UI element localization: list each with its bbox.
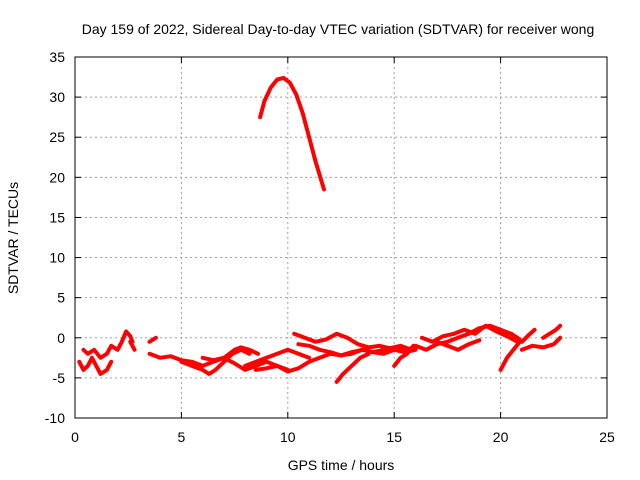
series-line-seg-2 [81, 329, 135, 360]
x-tick-label: 15 [386, 429, 402, 445]
x-axis-label: GPS time / hours [288, 457, 395, 473]
x-tick-label: 20 [493, 429, 509, 445]
series-line-seg-11 [296, 342, 418, 358]
series-line-seg-14 [413, 323, 514, 352]
series-line-seg-12 [334, 351, 371, 384]
y-tick-label: -10 [45, 410, 65, 426]
y-tick-label: -5 [53, 370, 66, 386]
series-line-seg-8 [243, 347, 312, 368]
grid [75, 57, 607, 418]
series-line-high-arc [258, 75, 326, 192]
data-series [77, 75, 563, 384]
series-line-seg-7 [200, 345, 260, 363]
series-line-seg-17 [498, 339, 522, 372]
x-tick-label: 0 [71, 429, 79, 445]
series-line-seg-13 [392, 343, 416, 368]
x-tick-label: 10 [280, 429, 296, 445]
series-line-seg-10 [292, 331, 414, 352]
y-tick-label: 25 [49, 129, 65, 145]
y-tick-label: 20 [49, 169, 65, 185]
axis-ticks: -10 -5 0 5 10 15 20 25 30 35 0 5 10 15 20 25 [45, 49, 615, 445]
y-tick-label: 5 [57, 290, 65, 306]
chart-title: Day 159 of 2022, Sidereal Day-to-day VTE… [82, 21, 595, 37]
y-tick-label: 0 [57, 330, 65, 346]
series-line-seg-1 [77, 355, 114, 376]
y-axis-label: SDTVAR / TECUs [5, 182, 21, 294]
series-line-seg-20 [541, 323, 563, 340]
series-line-seg-6 [179, 347, 252, 376]
plot-frame [74, 56, 608, 419]
y-tick-label: 35 [49, 49, 65, 65]
series-line-seg-19 [519, 335, 563, 352]
series-line-seg-16 [434, 338, 482, 352]
y-tick-label: 15 [49, 209, 65, 225]
y-tick-label: 30 [49, 89, 65, 105]
series-line-seg-15 [419, 323, 520, 344]
series-line-seg-18 [509, 327, 537, 344]
y-tick-label: 10 [49, 250, 65, 266]
x-tick-label: 25 [599, 429, 615, 445]
x-tick-label: 5 [178, 429, 186, 445]
series-line-seg-3 [128, 339, 137, 352]
series-line-seg-4 [147, 335, 158, 344]
